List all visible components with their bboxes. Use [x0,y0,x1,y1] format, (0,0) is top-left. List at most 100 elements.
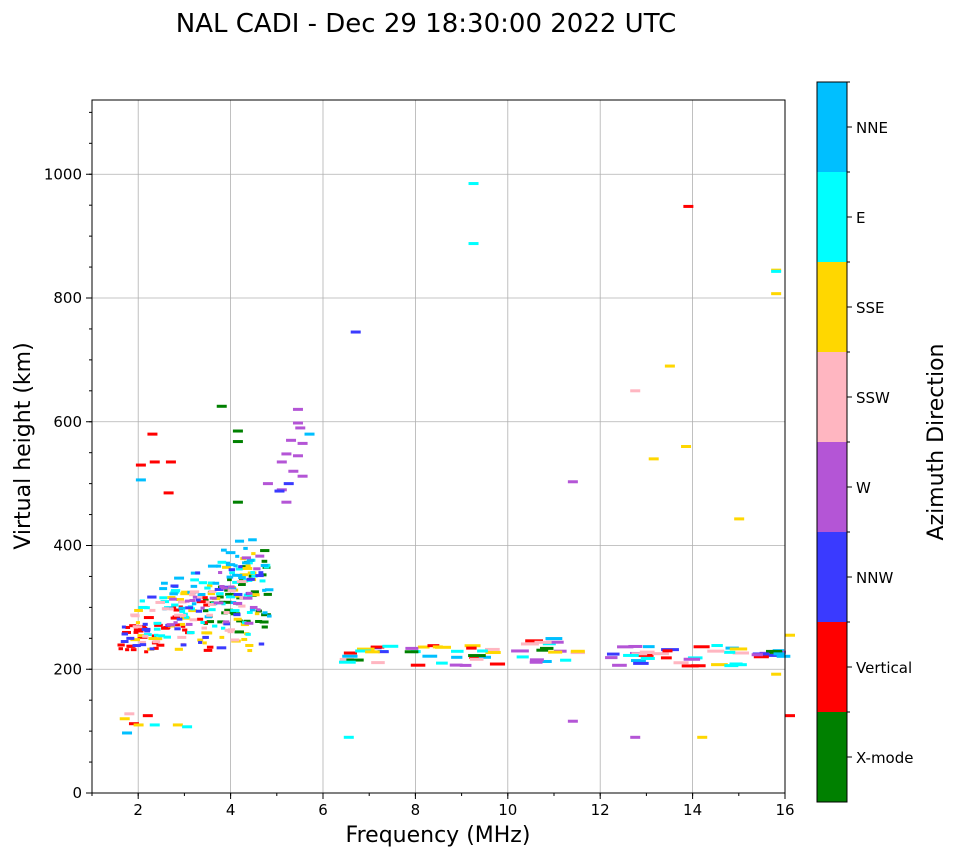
echo-mark-e [143,606,150,610]
echo-mark-e [159,596,168,600]
echo-mark-x-mode [236,619,243,623]
echo-mark-sse [251,552,256,556]
colorbar-swatch-ssw [817,352,847,442]
echo-mark-ssw [169,607,174,611]
echo-mark-vertical [125,648,130,652]
echo-mark-ssw [228,628,236,632]
echo-mark-nnw [139,643,147,647]
echo-mark-ssw [208,602,216,606]
y-tick-label: 800 [53,289,82,307]
echo-mark-sse [174,647,183,651]
f-layer-echo [683,657,701,661]
echo-mark-e [139,599,145,603]
echo-mark-sse [664,364,675,368]
echo-mark-nne [248,538,257,542]
echo-mark-w [189,598,196,602]
echo-mark-nnw [176,617,183,621]
echo-mark-e [163,635,171,639]
echo-mark-x-mode [224,608,234,612]
echo-mark-nnw [233,592,243,596]
echo-mark-sse [247,649,253,653]
echo-mark-sse [242,566,253,570]
echo-mark-nne [207,564,218,568]
f-layer-echo [432,645,443,649]
echo-mark-x-mode [239,582,246,586]
echo-mark-w [567,719,578,723]
echo-mark-ssw [155,600,165,604]
echo-mark-e [138,605,148,609]
echo-mark-w [200,606,205,610]
echo-mark-e [235,567,243,571]
echo-mark-x-mode [240,565,250,569]
echo-mark-w [297,441,308,445]
colorbar-label: Azimuth Direction [924,343,949,540]
echo-mark-nne [232,573,238,577]
colorbar-label-x-mode: X-mode [856,749,913,767]
echo-mark-sse [206,584,213,588]
y-tick-label: 200 [53,660,82,678]
echo-mark-ssw [161,607,170,611]
echo-mark-sse [207,592,215,596]
echo-mark-vertical [156,643,165,647]
echo-mark-ssw [236,580,247,584]
f-layer-echo [511,649,529,653]
colorbar-label-sse: SSE [856,299,885,317]
echo-mark-ssw [138,640,146,644]
echo-mark-nnw [195,609,203,613]
echo-mark-vertical [197,617,204,621]
echo-mark-w [173,621,178,625]
colorbar-swatch-vertical [817,622,847,712]
y-tick-label: 600 [53,413,82,431]
echo-mark-sse [241,637,248,641]
f-layer-echo [707,649,725,653]
echo-mark-vertical [170,616,181,620]
echo-mark-nnw [121,632,129,636]
echo-mark-e [149,723,160,727]
echo-mark-e [170,590,180,594]
f-layer-echo [560,658,572,662]
echo-mark-sse [785,633,795,637]
f-layer-echo [617,645,634,649]
echo-mark-x-mode [263,592,272,596]
echo-mark-sse [771,672,782,676]
echo-mark-w [249,605,258,609]
x-axis-label: Frequency (MHz) [346,823,531,848]
echo-mark-x-mode [232,429,243,433]
echo-mark-nne [262,588,267,592]
echo-mark-vertical [149,460,160,464]
f-layer-echo [382,644,399,648]
echo-mark-ssw [177,635,187,639]
f-layer-echo [729,662,743,666]
echo-mark-w [253,567,261,571]
f-layer-echo [548,650,563,654]
echo-mark-ssw [230,638,240,642]
echo-mark-nne [191,602,197,606]
y-axis: 0 200 400 600 800 1000 [44,111,92,802]
echo-mark-vertical [202,621,208,625]
echo-mark-vertical [130,648,137,652]
echo-marks [117,182,795,739]
echo-mark-nne [249,608,256,612]
echo-mark-nne [243,546,248,550]
colorbar-label-nne: NNE [856,119,888,137]
f-layer-echo [628,644,643,648]
echo-mark-e [250,571,256,575]
echo-mark-nnw [180,643,187,647]
echo-mark-sse [134,608,143,612]
x-tick-label: 4 [226,801,236,819]
echo-mark-e [198,581,208,585]
echo-mark-sse [239,573,249,577]
echo-mark-ssw [205,600,210,604]
echo-mark-e [468,242,479,246]
echo-mark-e [208,608,216,612]
echo-mark-sse [219,635,225,639]
echo-mark-ssw [224,628,231,632]
chart-title: NAL CADI - Dec 29 18:30:00 2022 UTC [176,9,676,39]
colorbar-label-nnw: NNW [856,569,893,587]
f-layer-echo [478,655,491,659]
echo-mark-e [170,589,181,593]
f-layer-echo [539,646,554,650]
echo-mark-x-mode [232,440,243,444]
echo-mark-w [233,601,243,605]
echo-mark-nnw [185,606,194,610]
